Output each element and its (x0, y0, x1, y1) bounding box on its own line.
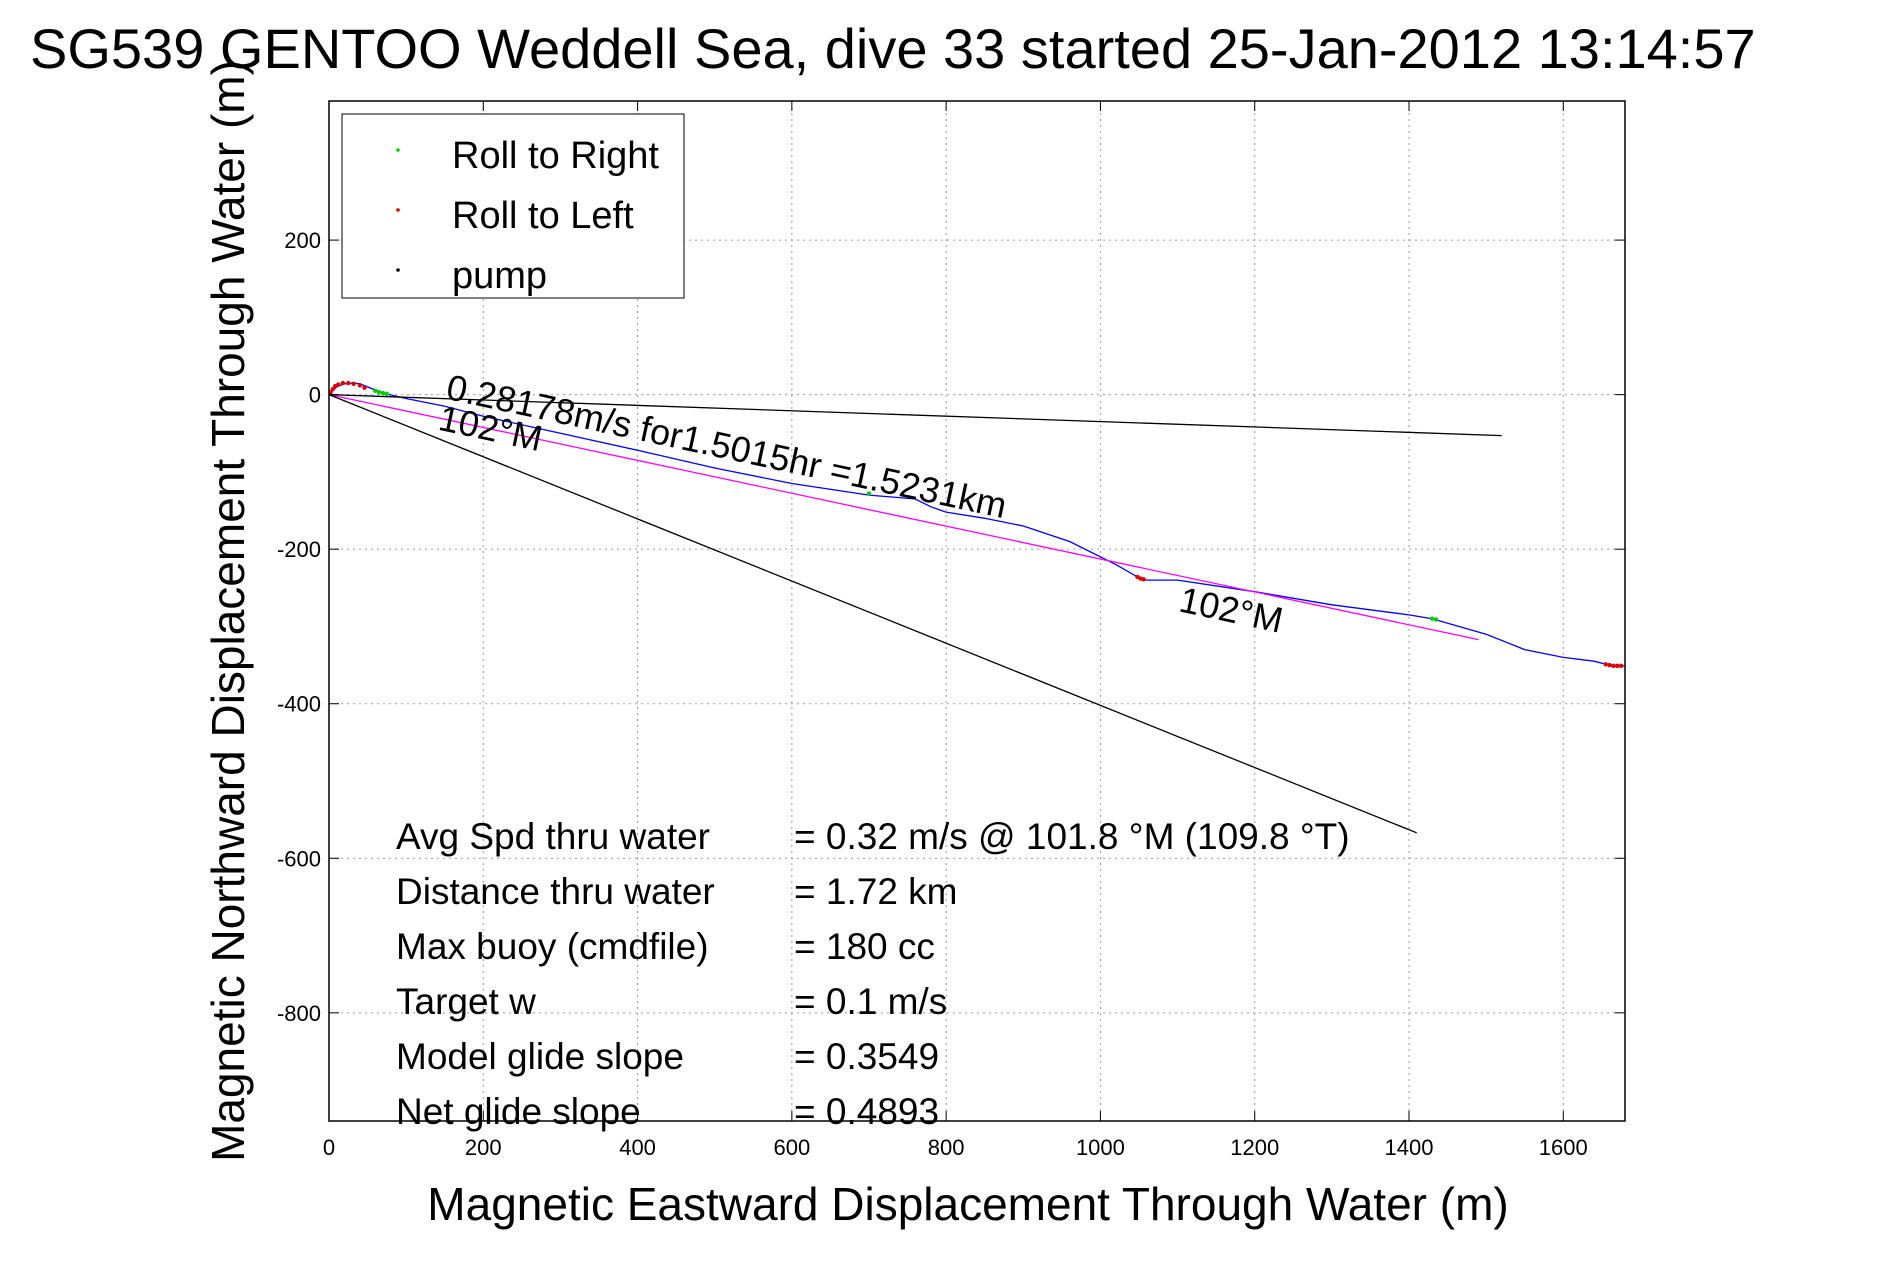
legend-marker-2 (396, 268, 400, 272)
legend-label-1: Roll to Left (452, 195, 634, 237)
chart-title: SG539 GENTOO Weddell Sea, dive 33 starte… (30, 17, 1756, 80)
roll-left-point (340, 380, 346, 386)
roll-right-point (376, 390, 382, 395)
roll-left-point (1603, 662, 1608, 667)
roll-right-point (866, 491, 872, 496)
x-tick-label: 1000 (1076, 1135, 1125, 1160)
roll-left-point (351, 381, 356, 387)
stat-value-5: = 0.4893 (794, 1091, 939, 1132)
stat-value-2: = 180 cc (794, 926, 935, 967)
stat-value-1: = 1.72 km (794, 871, 958, 912)
x-axis-label: Magnetic Eastward Displacement Through W… (427, 1178, 1508, 1230)
x-tick-label: 800 (928, 1135, 965, 1160)
legend: Roll to Right Roll to Left pump (341, 113, 685, 299)
legend-marker-0 (396, 148, 400, 152)
y-tick-label: -600 (277, 846, 321, 871)
roll-right-point (380, 390, 386, 396)
stat-value-3: = 0.1 m/s (794, 981, 947, 1022)
y-tick-label: 200 (284, 228, 321, 253)
stat-value-4: = 0.3549 (794, 1036, 939, 1077)
series-line-1 (328, 393, 1479, 641)
y-axis-label: Magnetic Northward Displacement Through … (202, 60, 254, 1162)
x-tick-label: 400 (619, 1135, 656, 1160)
stat-label-1: Distance thru water (396, 871, 715, 912)
stat-label-2: Max buoy (cmdfile) (396, 926, 709, 967)
legend-marker-1 (396, 208, 400, 212)
x-tick-label: 0 (323, 1135, 335, 1160)
legend-label-0: Roll to Right (452, 135, 659, 177)
plot-data (328, 380, 1625, 834)
y-tick-label: -200 (277, 537, 321, 562)
plot-area (328, 100, 1626, 1122)
x-tick-label: 200 (465, 1135, 502, 1160)
annotation-2: 102°M (1176, 579, 1287, 641)
roll-left-point (362, 385, 367, 390)
stat-label-3: Target w (396, 981, 536, 1022)
stat-label-0: Avg Spd thru water (396, 816, 710, 857)
roll-left-point (1611, 663, 1616, 669)
x-tick-label: 600 (773, 1135, 810, 1160)
stats-block: Avg Spd thru water = 0.32 m/s @ 101.8 °M … (396, 816, 1350, 1132)
x-tick-label: 1200 (1230, 1135, 1279, 1160)
roll-left-point (357, 383, 363, 388)
roll-left-point (330, 387, 336, 392)
y-tick-label: -400 (277, 692, 321, 717)
roll-left-point (1618, 663, 1624, 669)
roll-left-point (1141, 577, 1146, 582)
legend-label-2: pump (452, 255, 547, 297)
x-tick-label: 1400 (1385, 1135, 1434, 1160)
roll-left-point (346, 380, 351, 386)
axis-ticks: 0 200 400 600 800 1000 1200 1400 1600 200 0 -200 -40… (277, 101, 1625, 1160)
annotations: 0.28178m/s for1.5015hr =1.5231km102°M102… (435, 366, 1286, 640)
y-tick-label: 0 (309, 383, 321, 408)
roll-right-point (373, 388, 378, 393)
stat-label-5: Net glide slope (396, 1091, 641, 1132)
roll-right-point (384, 391, 390, 397)
legend-box (341, 113, 685, 299)
series-line-3 (328, 393, 1417, 834)
stat-value-0: = 0.32 m/s @ 101.8 °M (109.8 °T) (794, 816, 1350, 857)
stat-label-4: Model glide slope (396, 1036, 684, 1077)
roll-left-point (1607, 662, 1612, 668)
y-tick-label: -800 (277, 1001, 321, 1026)
roll-right-point (1433, 617, 1439, 622)
series-line-2 (328, 393, 1502, 437)
roll-left-point (1615, 663, 1620, 669)
roll-left-point (336, 382, 341, 387)
x-tick-label: 1600 (1539, 1135, 1588, 1160)
roll-right-point (1429, 616, 1435, 621)
